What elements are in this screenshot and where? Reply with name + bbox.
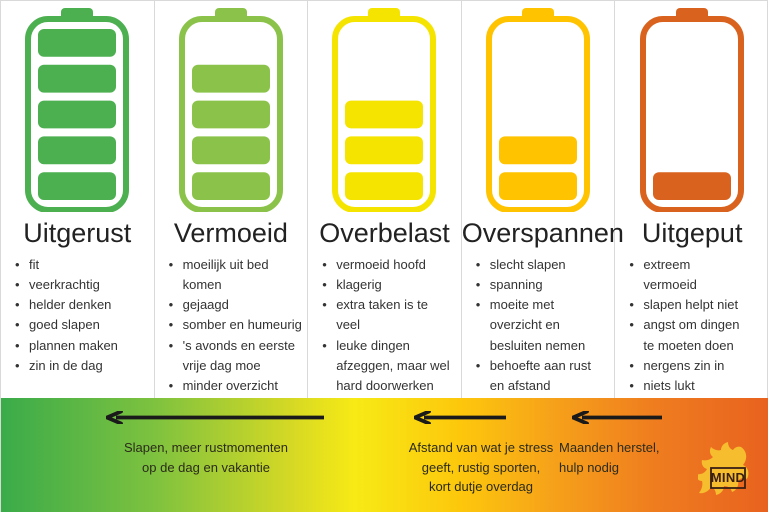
svg-text:MIND: MIND — [711, 470, 745, 485]
